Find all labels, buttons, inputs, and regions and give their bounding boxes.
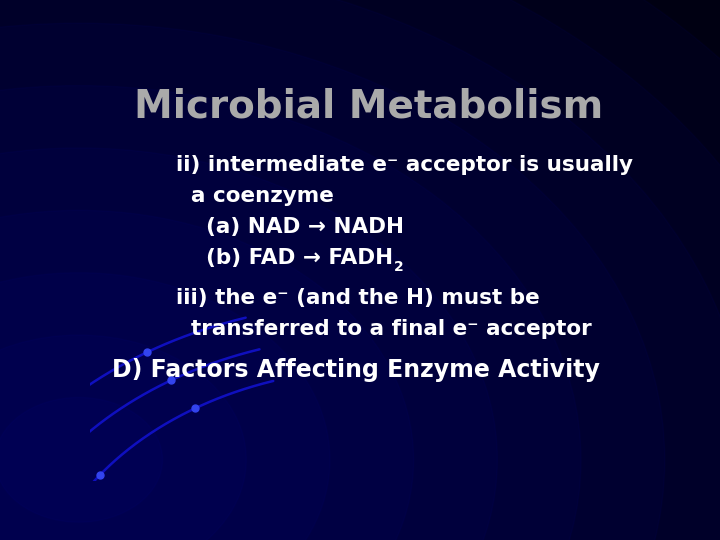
Text: Microbial Metabolism: Microbial Metabolism — [135, 87, 603, 125]
Text: 2: 2 — [394, 260, 404, 274]
Text: a coenzyme: a coenzyme — [176, 186, 334, 206]
Text: iii) the e⁻ (and the H) must be: iii) the e⁻ (and the H) must be — [176, 288, 540, 308]
Circle shape — [0, 397, 163, 522]
Circle shape — [0, 273, 330, 540]
Circle shape — [0, 148, 498, 540]
Circle shape — [0, 23, 665, 540]
Circle shape — [0, 85, 581, 540]
Circle shape — [0, 211, 413, 540]
Text: (b) FAD → FADH: (b) FAD → FADH — [176, 248, 394, 268]
Circle shape — [0, 335, 246, 540]
Text: D) Factors Affecting Enzyme Activity: D) Factors Affecting Enzyme Activity — [112, 359, 600, 382]
Text: transferred to a final e⁻ acceptor: transferred to a final e⁻ acceptor — [176, 319, 593, 339]
Text: ii) intermediate e⁻ acceptor is usually: ii) intermediate e⁻ acceptor is usually — [176, 154, 634, 174]
Text: (a) NAD → NADH: (a) NAD → NADH — [176, 217, 405, 237]
